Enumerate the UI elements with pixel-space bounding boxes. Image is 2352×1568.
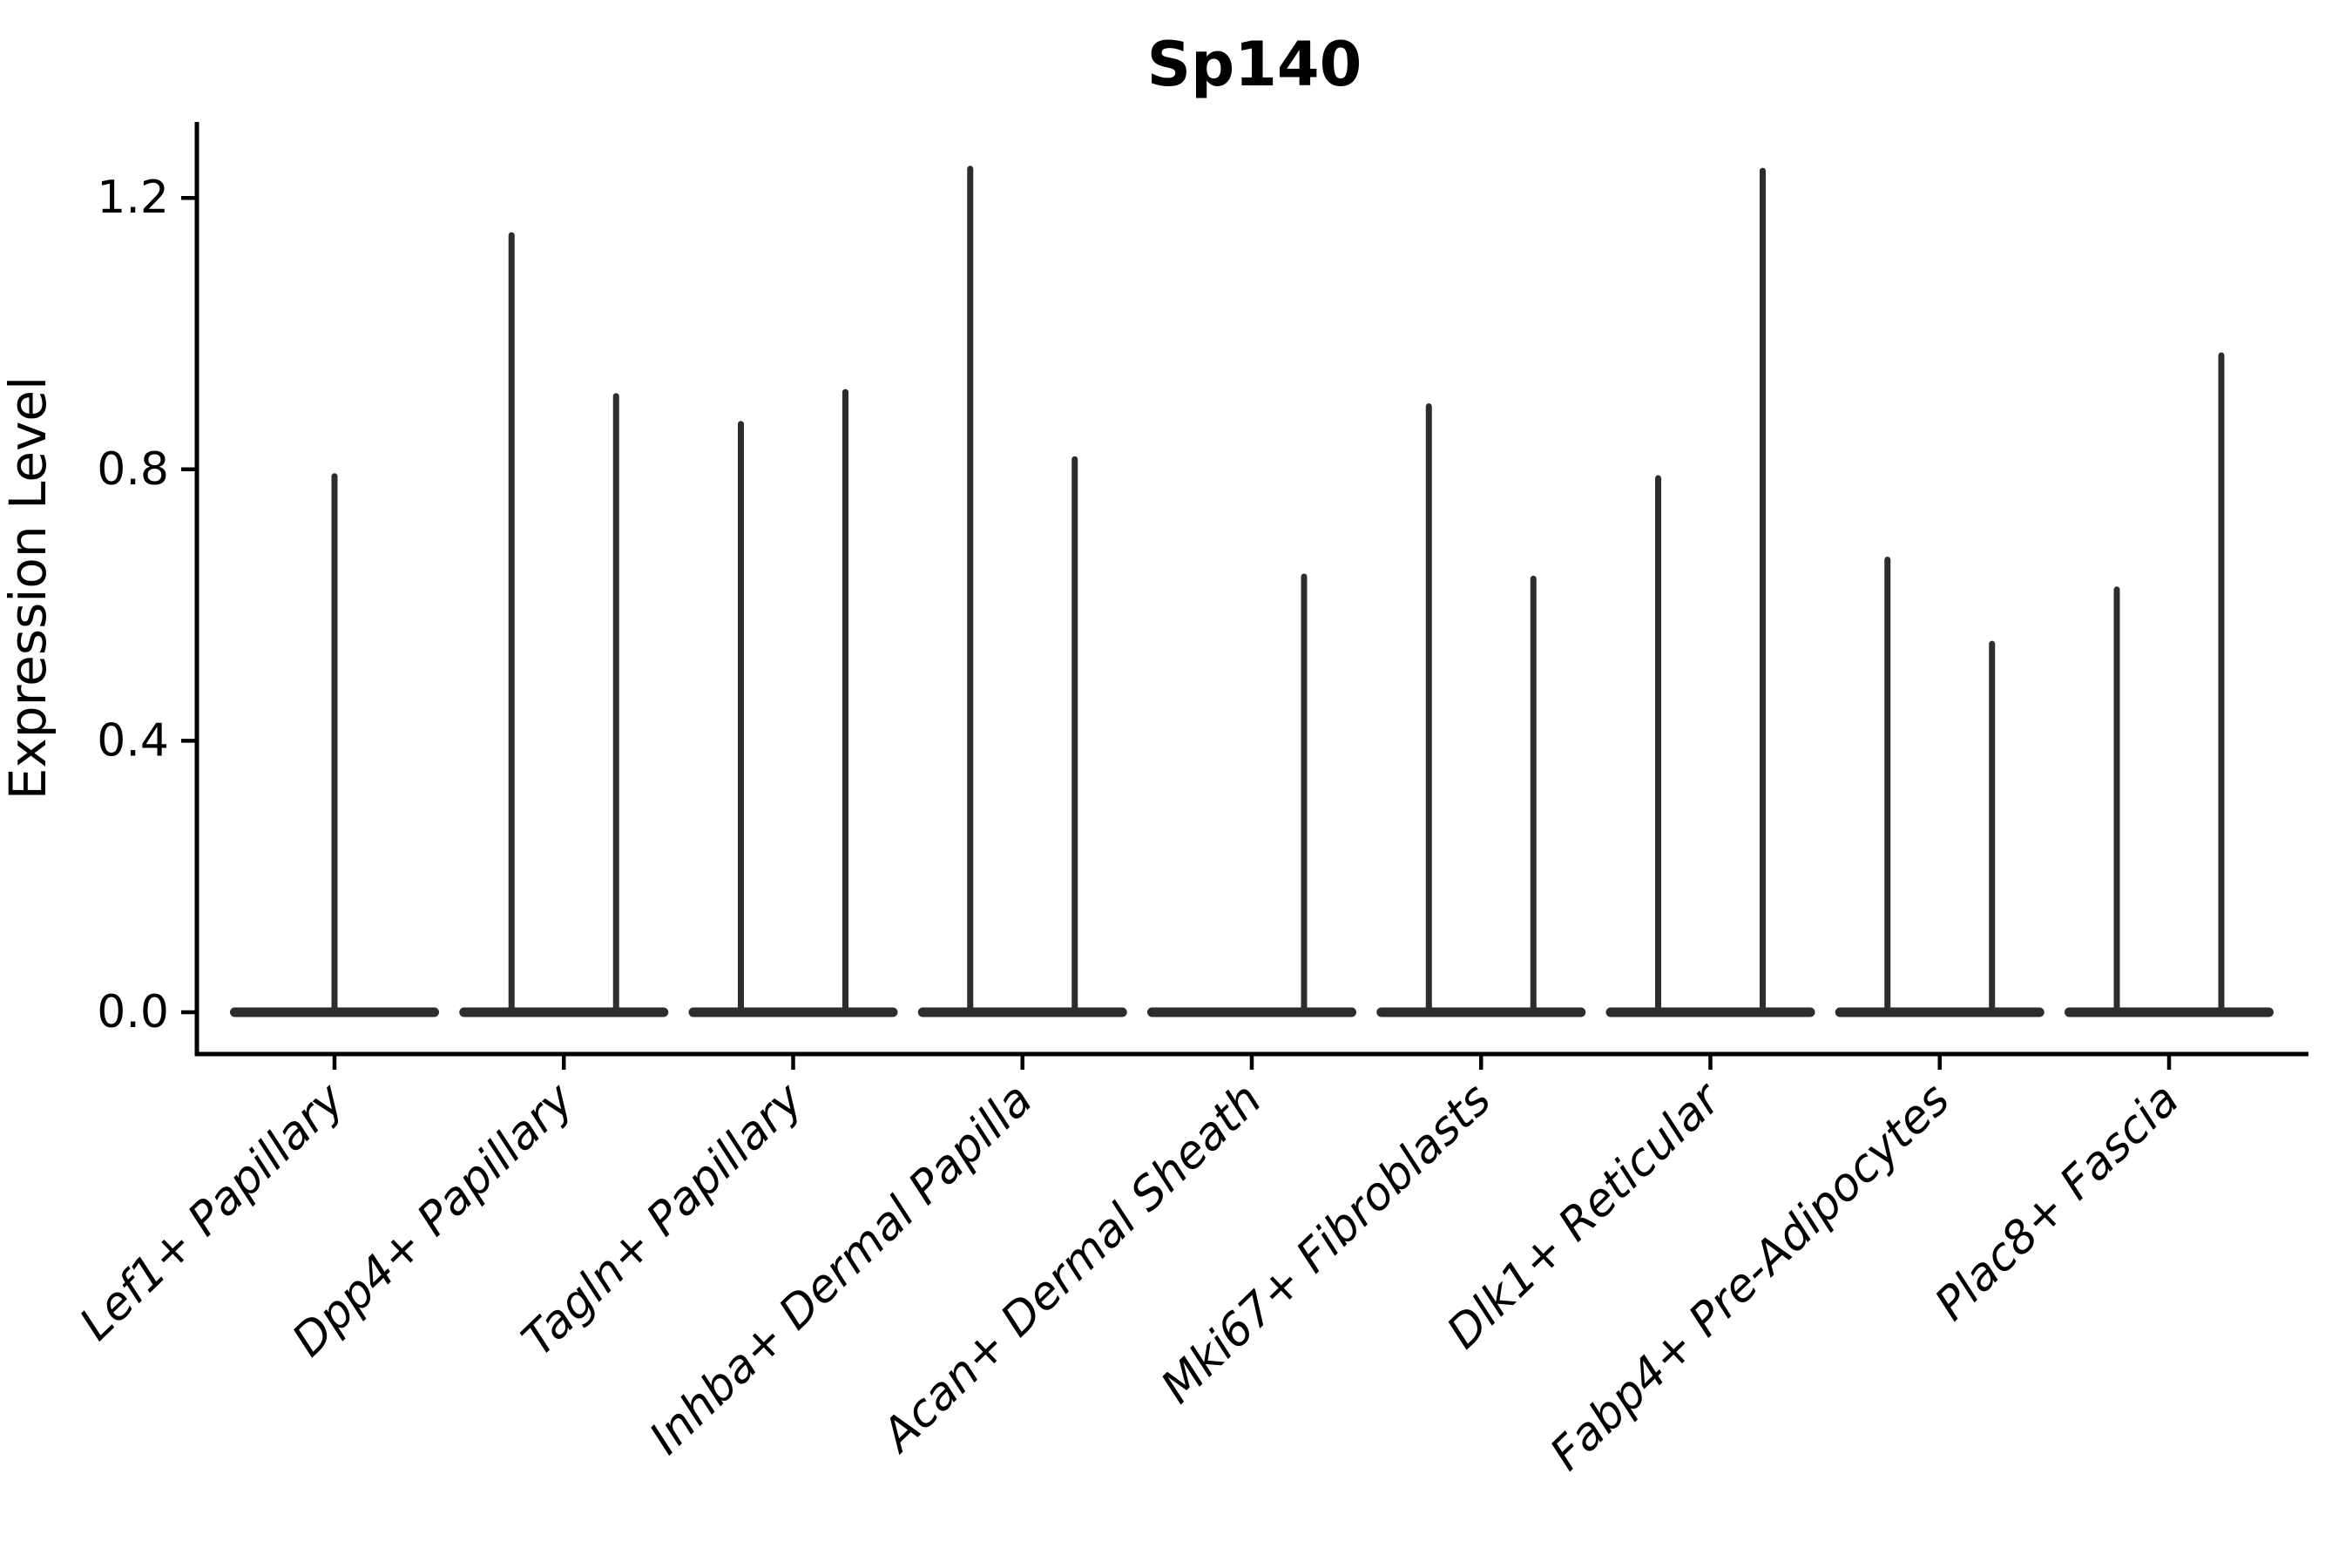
violin-group bbox=[1147, 573, 1356, 1017]
x-tick-label: Acan+ Dermal Sheath bbox=[871, 1073, 1272, 1463]
y-tick-label: 0.0 bbox=[97, 986, 169, 1038]
violin-group bbox=[459, 232, 669, 1017]
violin-base bbox=[459, 1007, 669, 1017]
violin-base bbox=[1147, 1007, 1356, 1017]
violin-group bbox=[1835, 557, 2044, 1017]
violin-group bbox=[2065, 352, 2274, 1017]
x-tick-label: Inhba+ Dermal Papilla bbox=[640, 1073, 1043, 1464]
y-tick-label: 0.4 bbox=[97, 714, 169, 767]
y-axis-label: Expression Level bbox=[0, 376, 57, 800]
violin-layer bbox=[230, 166, 2274, 1017]
violin-base bbox=[1835, 1007, 2044, 1017]
violin-base bbox=[917, 1007, 1127, 1017]
x-tick-label: Plac8+ Fascia bbox=[1925, 1073, 2189, 1330]
violin-group bbox=[1605, 167, 1815, 1017]
violin-base bbox=[1376, 1007, 1586, 1017]
chart-title: Sp140 bbox=[1147, 29, 1362, 100]
x-tick-label: Fabp4+ Pre-Adipocytes bbox=[1540, 1073, 1959, 1481]
violin-base bbox=[1605, 1007, 1815, 1017]
violin-group bbox=[917, 166, 1127, 1017]
violin-base bbox=[688, 1007, 898, 1017]
violin-group bbox=[688, 389, 898, 1017]
y-tick-label: 1.2 bbox=[97, 172, 169, 224]
violin-group bbox=[230, 473, 439, 1017]
violin-group bbox=[1376, 402, 1586, 1017]
y-tick-label: 0.8 bbox=[97, 443, 169, 496]
violin-base bbox=[2065, 1007, 2274, 1017]
